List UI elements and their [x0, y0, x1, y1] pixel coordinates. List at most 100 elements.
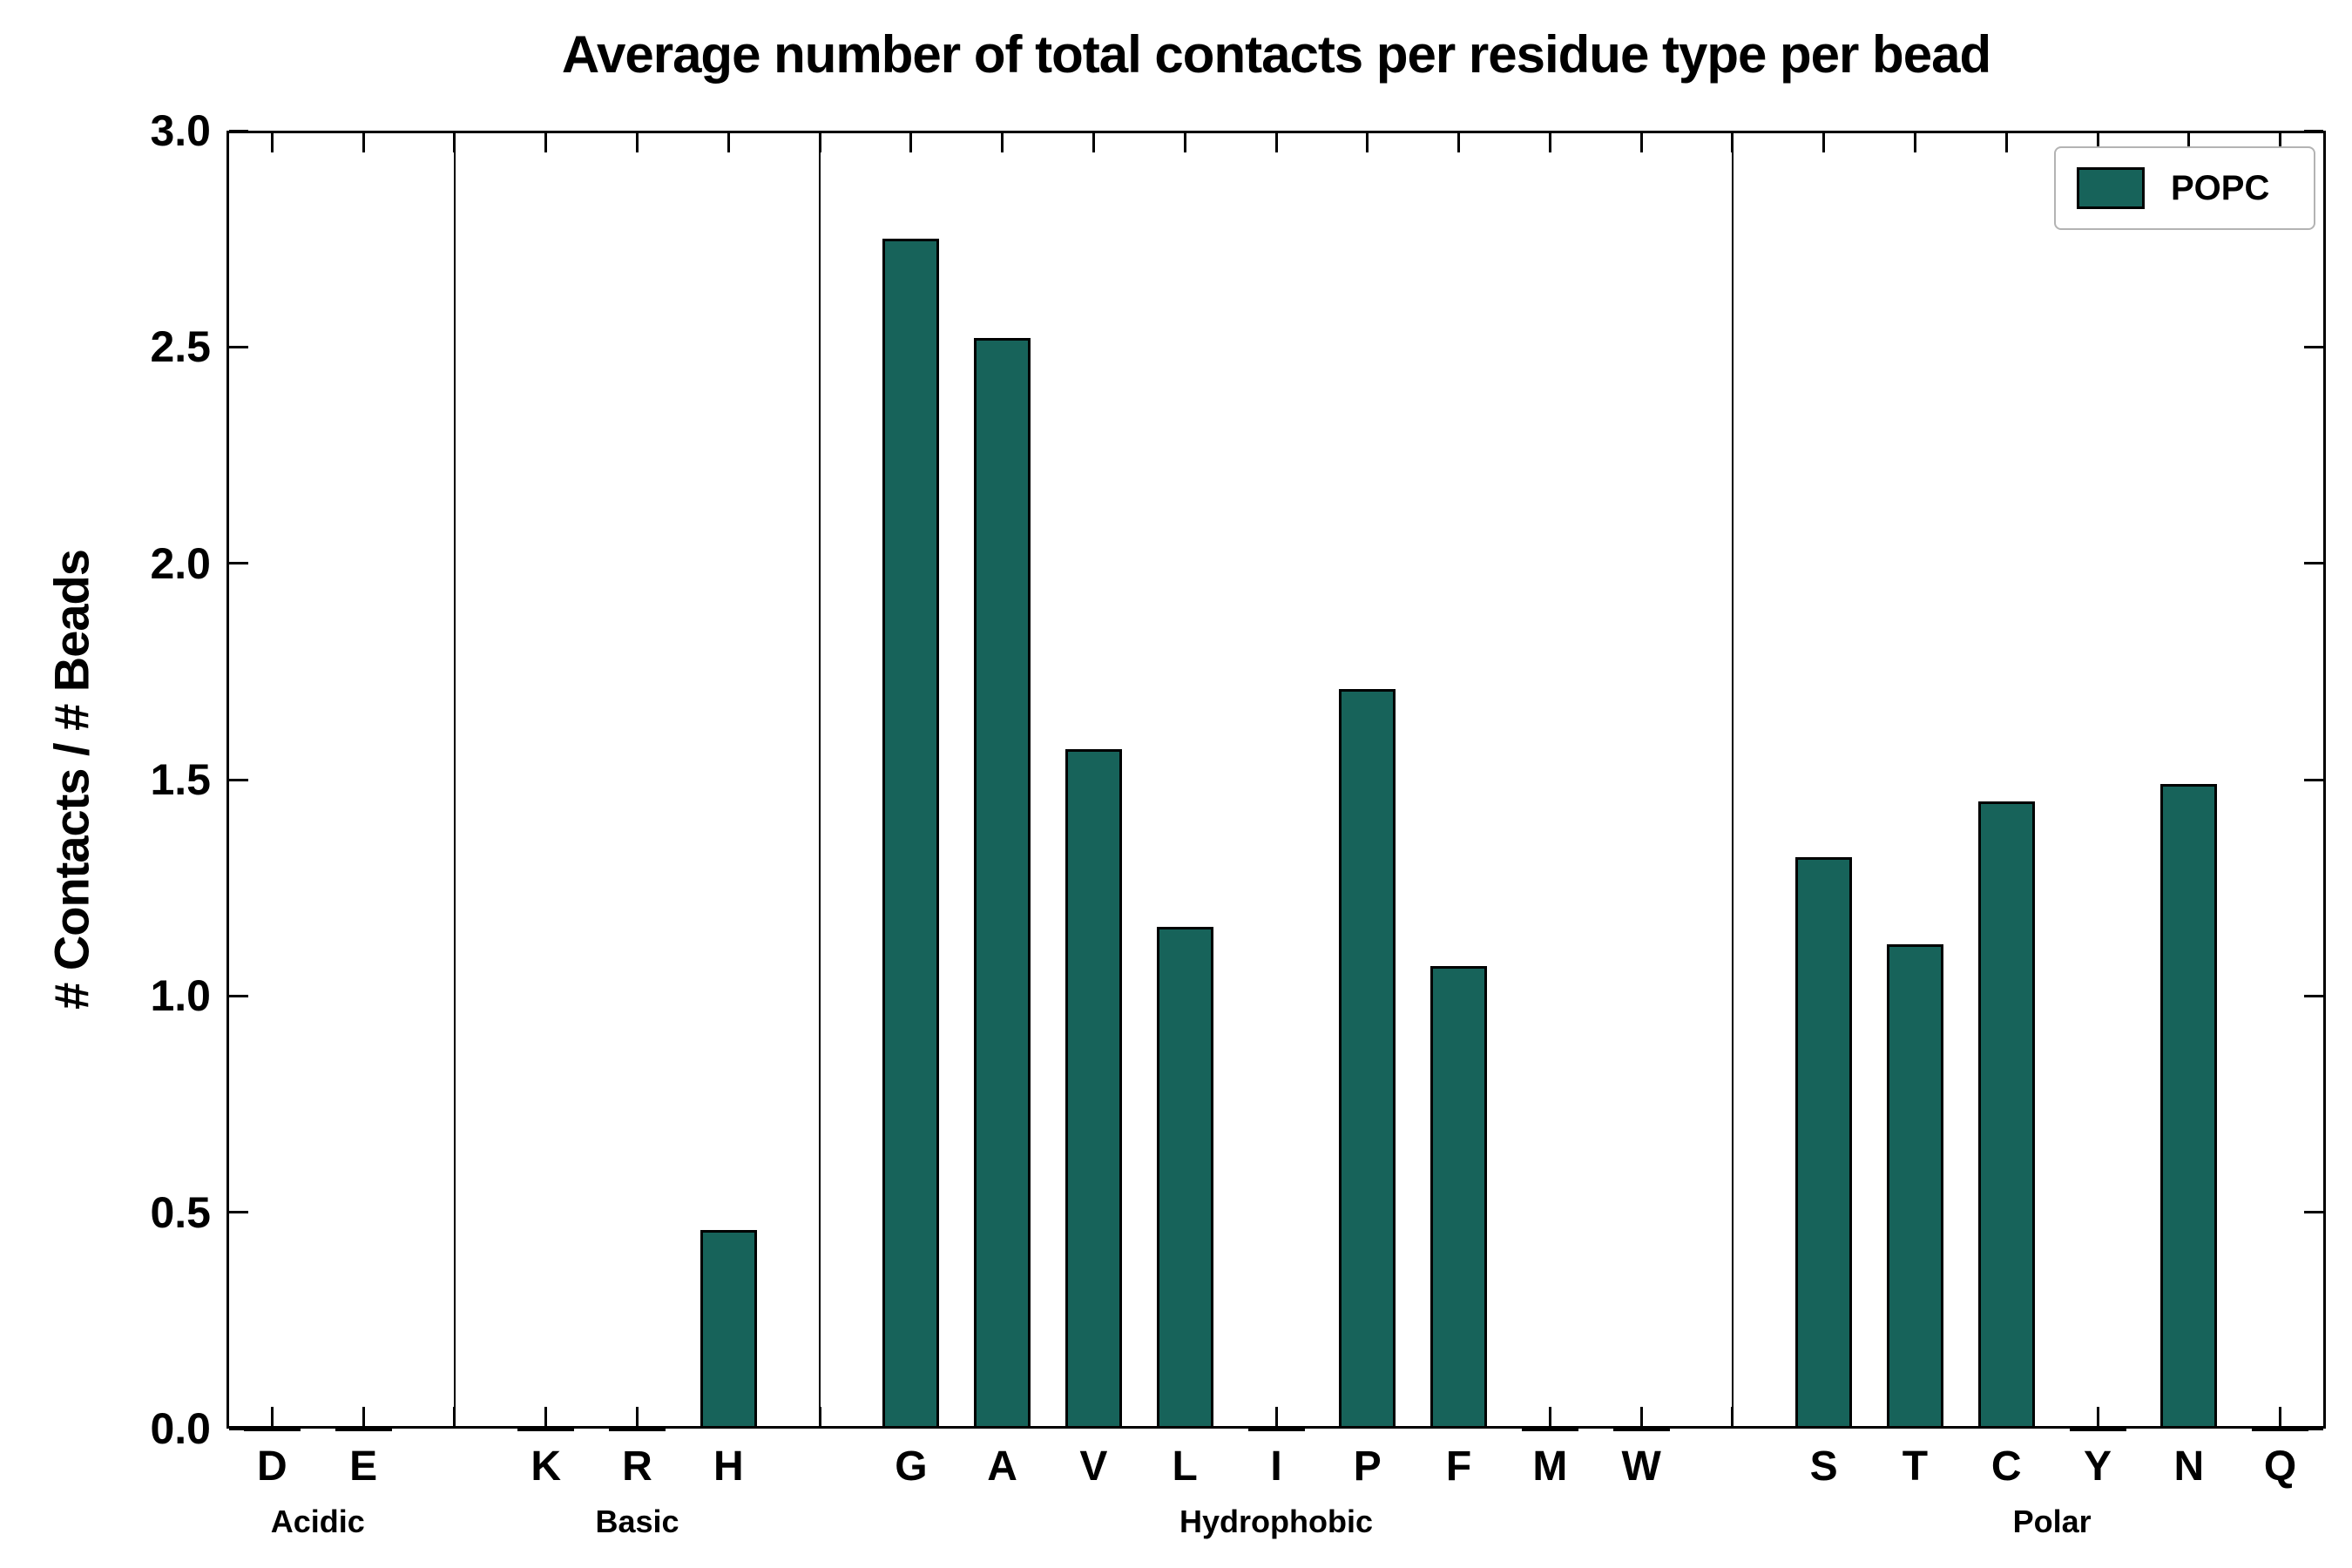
y-tick-label: 0.0 [150, 1404, 211, 1453]
y-tick [2304, 1211, 2323, 1214]
x-tick [1366, 133, 1369, 152]
residue-label: M [1532, 1443, 1568, 1490]
group-label: Polar [2012, 1504, 2092, 1539]
bar [2160, 783, 2217, 1429]
residue-label: G [895, 1443, 928, 1490]
y-tick-label: 2.5 [150, 322, 211, 372]
x-tick [636, 1407, 639, 1426]
x-tick [1639, 133, 1643, 152]
y-tick [229, 778, 248, 781]
x-tick [636, 133, 639, 152]
x-tick [270, 1407, 274, 1426]
y-axis-label: # Contacts / # Beads [44, 550, 99, 1010]
residue-label: T [1902, 1443, 1929, 1490]
residue-label: C [1990, 1443, 2022, 1490]
residue-label: H [713, 1443, 744, 1490]
y-tick-label: 2.0 [150, 538, 211, 588]
x-tick [2187, 133, 2191, 152]
y-tick [229, 129, 248, 132]
y-tick [229, 1427, 248, 1430]
group-separator [453, 131, 456, 1429]
x-tick [1913, 133, 1916, 152]
residue-label: R [622, 1443, 652, 1490]
x-tick [2279, 1407, 2282, 1426]
residue-label: Q [2263, 1443, 2297, 1490]
residue-label: F [1445, 1443, 1472, 1490]
x-tick [362, 133, 365, 152]
bar [882, 239, 939, 1429]
y-tick [229, 1211, 248, 1214]
bar [244, 1426, 301, 1431]
bar [1065, 749, 1122, 1429]
x-tick [2004, 133, 2008, 152]
x-tick [544, 133, 548, 152]
x-tick [909, 133, 913, 152]
bar [700, 1229, 757, 1429]
residue-label: E [349, 1443, 378, 1490]
legend-swatch [2077, 167, 2145, 209]
residue-label: A [987, 1443, 1017, 1490]
group-label: Acidic [270, 1504, 365, 1539]
x-tick [2096, 133, 2099, 152]
group-label: Hydrophobic [1179, 1504, 1373, 1539]
residue-label: P [1353, 1443, 1382, 1490]
y-tick [229, 562, 248, 565]
residue-label: I [1270, 1443, 1282, 1490]
residue-label: W [1621, 1443, 1661, 1490]
residue-label: L [1172, 1443, 1198, 1490]
bar [1978, 801, 2035, 1429]
y-tick [2304, 562, 2323, 565]
x-tick [1001, 133, 1004, 152]
y-tick [229, 345, 248, 348]
residue-label: Y [2084, 1443, 2112, 1490]
group-label: Basic [595, 1504, 679, 1539]
bar [1522, 1426, 1578, 1431]
residue-label: S [1809, 1443, 1838, 1490]
bar [1887, 943, 1943, 1429]
x-tick [1183, 133, 1186, 152]
residue-label: N [2173, 1443, 2205, 1490]
y-tick-label: 0.5 [150, 1187, 211, 1237]
bar [335, 1426, 392, 1431]
residue-label: K [531, 1443, 562, 1490]
legend: POPC [2054, 146, 2315, 230]
bar [609, 1426, 666, 1431]
y-tick [2304, 1427, 2323, 1430]
y-tick [2304, 994, 2323, 997]
plot-area [226, 131, 2326, 1429]
x-tick [1274, 1407, 1278, 1426]
residue-label: V [1079, 1443, 1108, 1490]
bar [1613, 1426, 1670, 1431]
x-tick [1548, 1407, 1551, 1426]
y-tick-label: 1.0 [150, 971, 211, 1021]
x-tick [544, 1407, 548, 1426]
x-tick [1548, 133, 1551, 152]
chart-title: Average number of total contacts per res… [561, 25, 1991, 84]
y-tick [229, 994, 248, 997]
x-tick [270, 133, 274, 152]
bar [2070, 1426, 2126, 1431]
bar [2252, 1426, 2308, 1431]
bar [974, 338, 1031, 1429]
y-tick [2304, 345, 2323, 348]
legend-label: POPC [2171, 168, 2270, 207]
group-separator [1731, 131, 1734, 1429]
x-tick [727, 133, 730, 152]
x-tick [1274, 133, 1278, 152]
y-tick [2304, 129, 2323, 132]
x-tick [362, 1407, 365, 1426]
x-tick [2096, 1407, 2099, 1426]
x-tick [1092, 133, 1095, 152]
bar [517, 1426, 574, 1431]
bar [1430, 965, 1487, 1429]
bar [1248, 1426, 1305, 1431]
bar [1795, 857, 1852, 1429]
residue-label: D [257, 1443, 287, 1490]
y-tick [2304, 778, 2323, 781]
group-separator [819, 131, 821, 1429]
bar [1157, 926, 1213, 1429]
y-tick-label: 3.0 [150, 106, 211, 155]
x-tick [2279, 133, 2282, 152]
x-tick [1639, 1407, 1643, 1426]
bar [1339, 688, 1396, 1429]
